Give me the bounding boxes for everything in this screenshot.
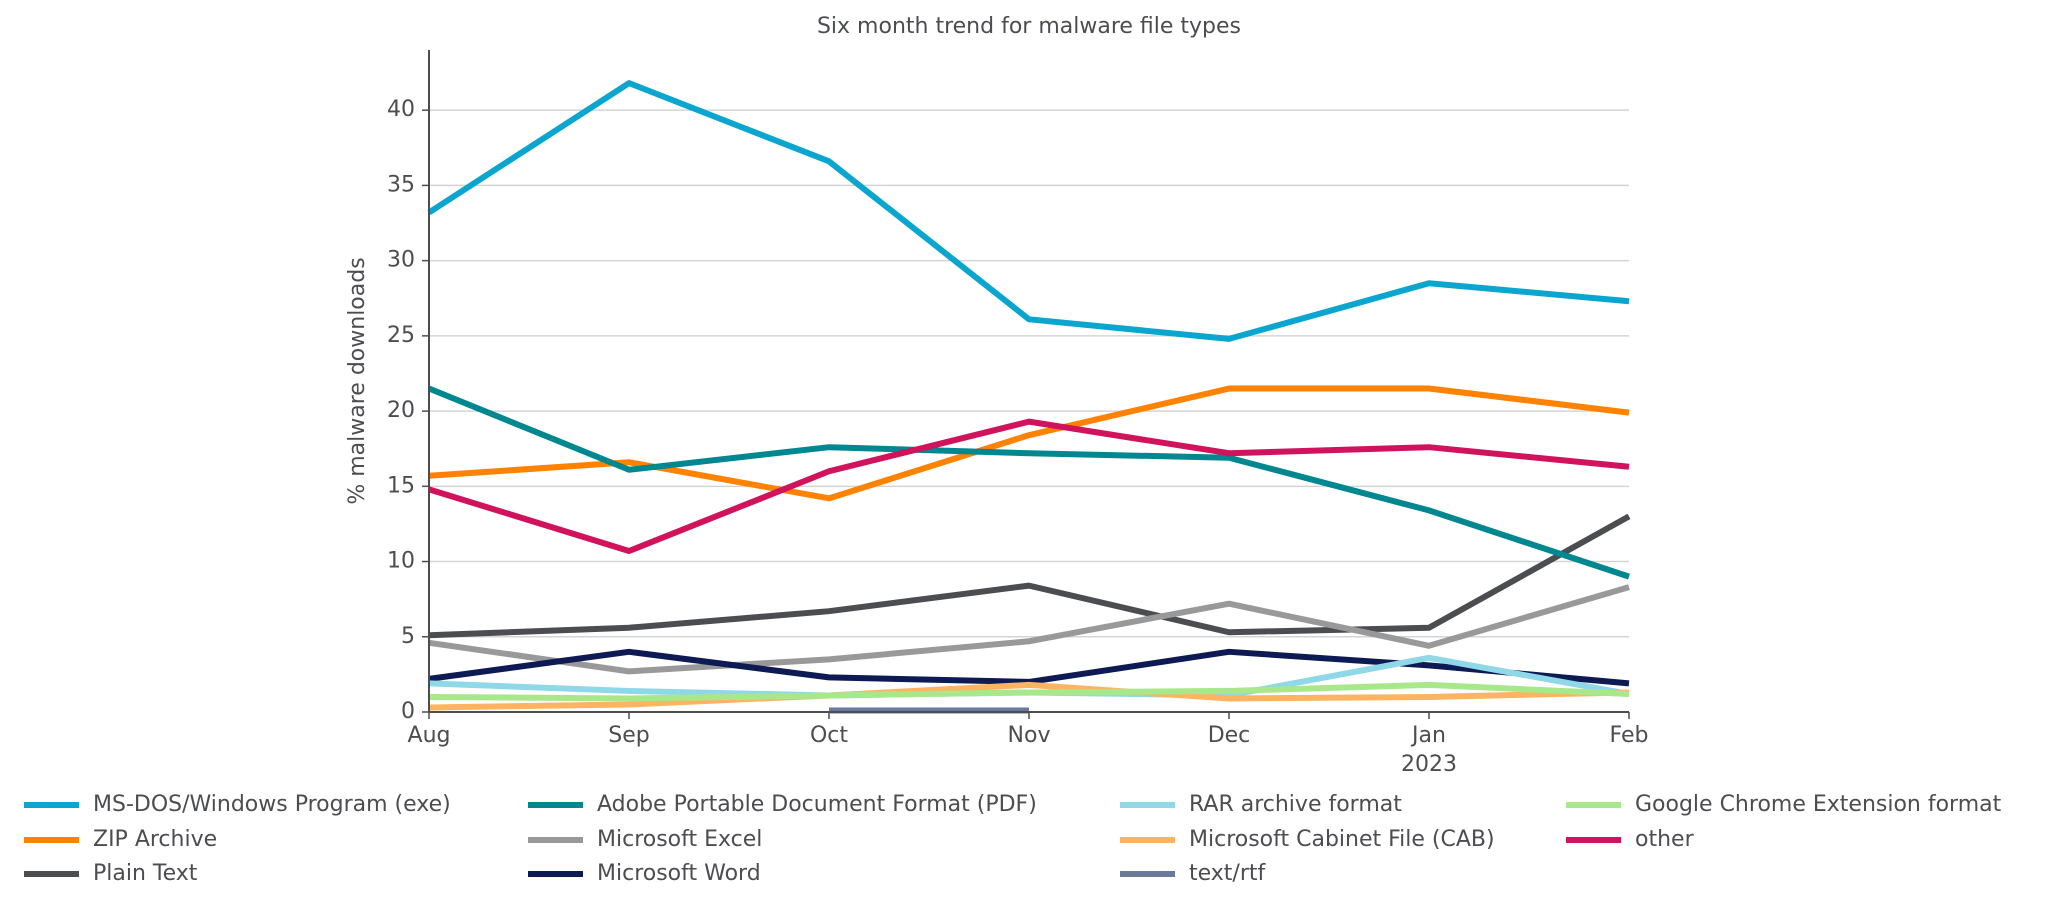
y-tick-label: 15	[387, 473, 415, 498]
y-tick-label: 10	[387, 549, 415, 574]
series-line	[428, 681, 1630, 702]
y-tick-label: 5	[401, 624, 415, 649]
x-tick-label: Sep	[608, 723, 649, 748]
x-tick-sublabel: 2023	[1401, 752, 1457, 777]
series-line	[427, 385, 1630, 580]
series-line	[428, 681, 1630, 711]
legend-label: Microsoft Excel	[597, 827, 762, 852]
y-axis-label: % malware downloads	[345, 257, 370, 504]
y-tick-label: 40	[387, 97, 415, 122]
y-tick-label: 35	[387, 172, 415, 197]
legend-label: ZIP Archive	[93, 827, 217, 852]
x-tick-label: Dec	[1208, 723, 1251, 748]
legend-label: other	[1635, 827, 1695, 852]
legend-label: Plain Text	[93, 861, 198, 886]
x-tick-label: Feb	[1610, 723, 1649, 748]
legend-label: MS-DOS/Windows Program (exe)	[93, 792, 451, 817]
chart-title: Six month trend for malware file types	[817, 14, 1241, 39]
legend-label: RAR archive format	[1189, 792, 1402, 817]
legend-label: Adobe Portable Document Format (PDF)	[597, 792, 1037, 817]
series-line	[428, 418, 1630, 555]
x-tick-label: Nov	[1008, 723, 1051, 748]
series-line	[428, 584, 1630, 675]
series-line	[428, 513, 1631, 639]
series-line	[428, 385, 1630, 502]
y-tick-label: 20	[387, 398, 415, 423]
series-line	[428, 648, 1630, 687]
legend-label: Microsoft Word	[597, 861, 761, 886]
x-tick-label: Oct	[810, 723, 848, 748]
legend-label: Microsoft Cabinet File (CAB)	[1189, 827, 1495, 852]
y-tick-label: 30	[387, 248, 415, 273]
series-line	[427, 80, 1630, 342]
y-tick-label: 0	[401, 699, 415, 724]
y-tick-label: 25	[387, 323, 415, 348]
x-tick-label: Jan	[1410, 723, 1446, 748]
legend-label: text/rtf	[1189, 861, 1267, 886]
legend-label: Google Chrome Extension format	[1635, 792, 2002, 817]
x-tick-label: Aug	[408, 723, 451, 748]
